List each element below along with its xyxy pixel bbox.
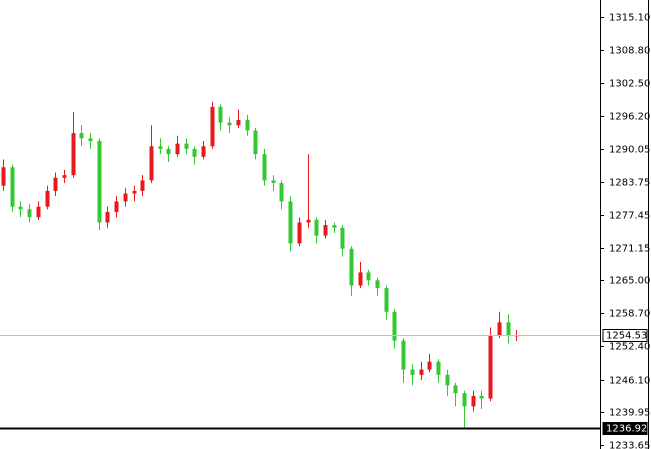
candle-body bbox=[453, 385, 458, 394]
candle-body bbox=[45, 190, 50, 207]
candle-body bbox=[462, 393, 467, 407]
y-tick-label: 1271.15 bbox=[609, 244, 650, 255]
candle-body bbox=[410, 369, 415, 375]
candle-body bbox=[192, 148, 197, 157]
y-tick-label: 1296.20 bbox=[609, 112, 650, 123]
candle-body bbox=[253, 130, 258, 155]
candle-body bbox=[506, 322, 511, 336]
y-tick-label: 1277.45 bbox=[609, 211, 650, 222]
price-label-box bbox=[602, 329, 648, 342]
candle-body bbox=[288, 201, 293, 244]
y-tick-label: 1246.10 bbox=[609, 376, 650, 387]
price-label-box bbox=[602, 422, 648, 435]
candle-body bbox=[375, 280, 380, 289]
candle-body bbox=[36, 206, 41, 218]
candle-body bbox=[488, 335, 493, 399]
candle-body bbox=[175, 143, 180, 155]
candle-body bbox=[323, 225, 328, 236]
y-tick-label: 1239.95 bbox=[609, 408, 650, 419]
candle-body bbox=[340, 227, 345, 249]
y-tick-label: 1308.80 bbox=[609, 46, 650, 57]
candle-body bbox=[114, 201, 119, 212]
candle-body bbox=[392, 311, 397, 341]
candle-body bbox=[358, 272, 363, 286]
candle-body bbox=[245, 119, 250, 131]
candle-body bbox=[132, 190, 137, 194]
candle-body bbox=[79, 133, 84, 139]
candle-body bbox=[97, 140, 102, 223]
y-tick-label: 1315.10 bbox=[609, 13, 650, 24]
candle-body bbox=[419, 369, 424, 375]
candle-body bbox=[140, 180, 145, 191]
candle-body bbox=[1, 167, 6, 186]
candle-body bbox=[427, 361, 432, 370]
candle-body bbox=[471, 395, 476, 407]
candle-body bbox=[497, 322, 502, 336]
candle-body bbox=[349, 248, 354, 286]
candle-body bbox=[227, 122, 232, 126]
candle-body bbox=[184, 143, 189, 149]
candle-body bbox=[384, 288, 389, 312]
candle-body bbox=[436, 361, 441, 375]
candle-body bbox=[18, 206, 23, 210]
y-tick-label: 1258.70 bbox=[609, 309, 650, 320]
candle-body bbox=[445, 374, 450, 386]
candle-body bbox=[158, 146, 163, 149]
y-tick-label: 1302.50 bbox=[609, 79, 650, 90]
candle-body bbox=[366, 272, 371, 281]
candle-body bbox=[149, 146, 154, 181]
candle-body bbox=[10, 167, 15, 207]
candle-body bbox=[297, 222, 302, 244]
price-label: 1254.53 bbox=[606, 331, 647, 342]
candle-body bbox=[53, 177, 58, 191]
candle-body bbox=[479, 395, 484, 399]
candle-body bbox=[62, 175, 67, 178]
y-tick-label: 1290.05 bbox=[609, 145, 650, 156]
candle-body bbox=[27, 209, 32, 218]
candle-body bbox=[201, 146, 206, 157]
price-label: 1236.92 bbox=[606, 424, 647, 435]
candle-body bbox=[236, 119, 241, 126]
candle-body bbox=[271, 180, 276, 184]
candle-body bbox=[71, 133, 76, 176]
candle-body bbox=[332, 225, 337, 228]
candle-body bbox=[166, 148, 171, 155]
candle-body bbox=[306, 219, 311, 223]
y-tick-label: 1265.00 bbox=[609, 276, 650, 287]
candle-body bbox=[401, 340, 406, 370]
y-tick-label: 1283.75 bbox=[609, 178, 650, 189]
candle-body bbox=[210, 106, 215, 147]
candle-body bbox=[218, 106, 223, 123]
candle-body bbox=[123, 193, 128, 202]
candle-body bbox=[88, 138, 93, 141]
candle-body bbox=[279, 183, 284, 202]
candle-body bbox=[105, 211, 110, 223]
y-tick-label: 1252.40 bbox=[609, 342, 650, 353]
y-tick-label: 1233.65 bbox=[609, 441, 650, 449]
candle-body bbox=[314, 219, 319, 236]
candle-body bbox=[262, 154, 267, 181]
